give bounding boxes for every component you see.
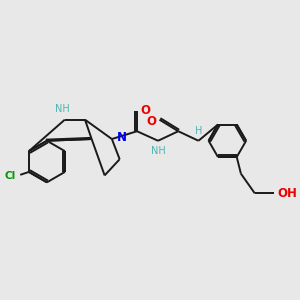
Text: NH: NH [151, 146, 165, 156]
Text: Cl: Cl [4, 171, 15, 181]
Text: OH: OH [277, 187, 297, 200]
Text: H: H [195, 126, 202, 136]
Text: N: N [117, 131, 127, 144]
Text: NH: NH [55, 104, 70, 115]
Text: O: O [140, 104, 150, 117]
Text: O: O [146, 115, 156, 128]
